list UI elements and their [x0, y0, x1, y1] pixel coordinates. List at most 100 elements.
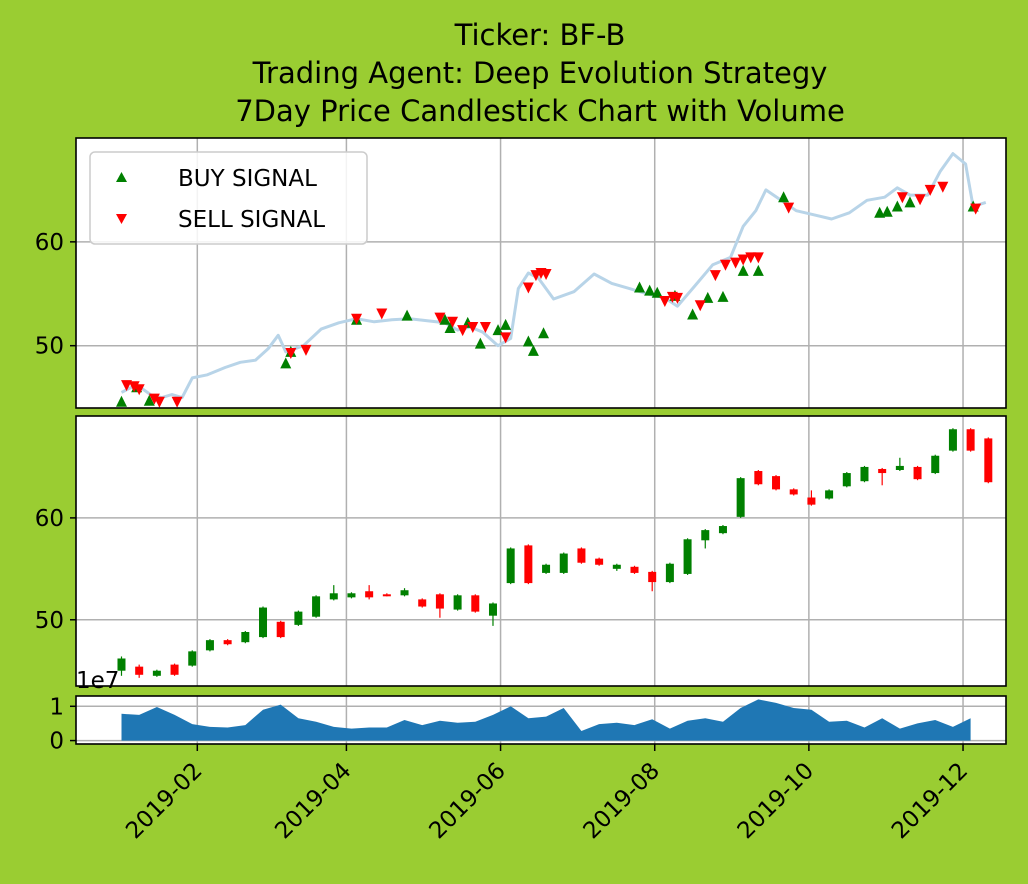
volume-offset-label: 1e7: [76, 668, 119, 694]
sell-signal-marker: [351, 313, 363, 325]
candle-body: [595, 558, 604, 565]
sell-signal-marker: [896, 192, 908, 204]
sell-signal-marker: [376, 308, 388, 320]
sell-signal-marker: [133, 384, 145, 396]
buy-signal-marker: [778, 191, 790, 203]
candle-body: [559, 553, 568, 573]
candle-body: [329, 593, 338, 600]
candle-body: [188, 651, 197, 666]
candle-body: [435, 594, 444, 609]
sell-signal-marker: [171, 396, 183, 408]
buy-signal-marker: [904, 196, 916, 208]
sell-signal-marker: [457, 325, 469, 337]
sell-signal-marker: [285, 347, 297, 359]
candle-body: [648, 571, 657, 583]
sell-signal-marker: [479, 322, 491, 333]
candle-body: [506, 548, 515, 584]
buy-signal-marker: [717, 290, 729, 302]
buy-signal-marker: [752, 264, 764, 276]
buy-signal-marker: [874, 206, 886, 218]
candle-body: [453, 595, 462, 610]
sell-signal-marker: [447, 316, 459, 328]
candle-body: [807, 497, 816, 505]
buy-signal-marker: [737, 264, 749, 276]
sell-signal-marker: [745, 252, 757, 264]
legend-box: [89, 151, 368, 245]
candle-body: [312, 596, 321, 617]
candle-body: [913, 466, 922, 480]
candle-body: [736, 478, 745, 517]
price-y-ticks: 50 60: [35, 230, 76, 360]
sell-signal-marker: [671, 292, 683, 304]
candle-body: [895, 465, 904, 470]
y-tick-label: 60: [35, 230, 64, 256]
sell-signal-marker: [121, 380, 133, 392]
buy-signal-markers: [115, 191, 979, 407]
candle-body: [825, 490, 834, 499]
sell-signal-marker: [694, 300, 706, 312]
candle-body: [665, 563, 674, 583]
y-tick-label: 50: [35, 334, 64, 360]
candle-body: [365, 591, 374, 598]
buy-signal-marker: [687, 308, 699, 320]
sell-signal-marker: [737, 254, 749, 266]
volume-panel-frame: [75, 695, 1007, 745]
legend-sell-label: SELL SIGNAL: [178, 207, 325, 233]
candle-body: [524, 545, 533, 584]
sell-signal-marker: [659, 296, 671, 308]
sell-signal-marker: [300, 344, 312, 356]
sell-signal-marker: [970, 203, 982, 215]
sell-signal-marker: [128, 381, 140, 393]
candle-body: [701, 530, 710, 541]
candle-body: [542, 564, 551, 573]
candlestick-panel: 50 60: [35, 415, 1007, 687]
sell-signal-marker: [730, 257, 742, 269]
buy-signal-marker: [644, 284, 656, 296]
candle-body: [382, 594, 391, 597]
candle-body: [223, 640, 232, 645]
candle-body: [718, 526, 727, 534]
candle-body: [170, 664, 179, 675]
candle-body: [984, 438, 993, 483]
candle-body: [276, 621, 285, 638]
sell-signal-marker: [783, 202, 795, 214]
y-tick-label: 0: [49, 729, 64, 755]
sell-signal-marker: [434, 312, 446, 324]
title-line-3: 7Day Price Candlestick Chart with Volume: [235, 94, 845, 128]
candle-body: [878, 468, 887, 474]
candlestick-panel-frame: [75, 415, 1007, 687]
y-tick-label: 50: [35, 608, 64, 634]
candle-body: [860, 466, 869, 482]
buy-signal-marker: [401, 309, 413, 321]
sell-signal-marker: [153, 396, 165, 408]
volume-panel: 01 1e7: [49, 668, 1007, 755]
candlestick-panel-background: [76, 416, 1006, 686]
candle-body: [630, 566, 639, 573]
candle-body: [789, 489, 798, 495]
candle-body: [347, 593, 356, 598]
buy-signal-marker: [474, 337, 486, 349]
buy-signal-marker: [500, 318, 512, 330]
title-line-1: Ticker: BF-B: [454, 18, 626, 52]
buy-signal-marker: [538, 327, 550, 339]
sell-signal-marker: [467, 322, 479, 333]
price-panel: 50 60 BUY SIGNAL SELL SIGNAL: [35, 137, 1007, 409]
legend-sell-marker: [116, 214, 127, 224]
candle-body: [754, 471, 763, 485]
buy-signal-marker: [527, 344, 539, 356]
buy-signal-marker: [891, 200, 903, 212]
sell-signal-markers: [121, 181, 982, 408]
buy-signal-marker: [280, 357, 292, 369]
sell-signal-marker: [914, 194, 926, 206]
candle-body: [135, 666, 144, 675]
sell-signal-marker: [752, 252, 764, 264]
candle-body: [772, 476, 781, 490]
candle-body: [842, 473, 851, 487]
sell-signal-marker: [522, 282, 534, 294]
candle-body: [205, 640, 214, 651]
buy-signal-marker: [634, 281, 646, 293]
volume-area: [121, 699, 971, 741]
candle-body: [577, 548, 586, 563]
buy-signal-marker: [444, 322, 456, 334]
